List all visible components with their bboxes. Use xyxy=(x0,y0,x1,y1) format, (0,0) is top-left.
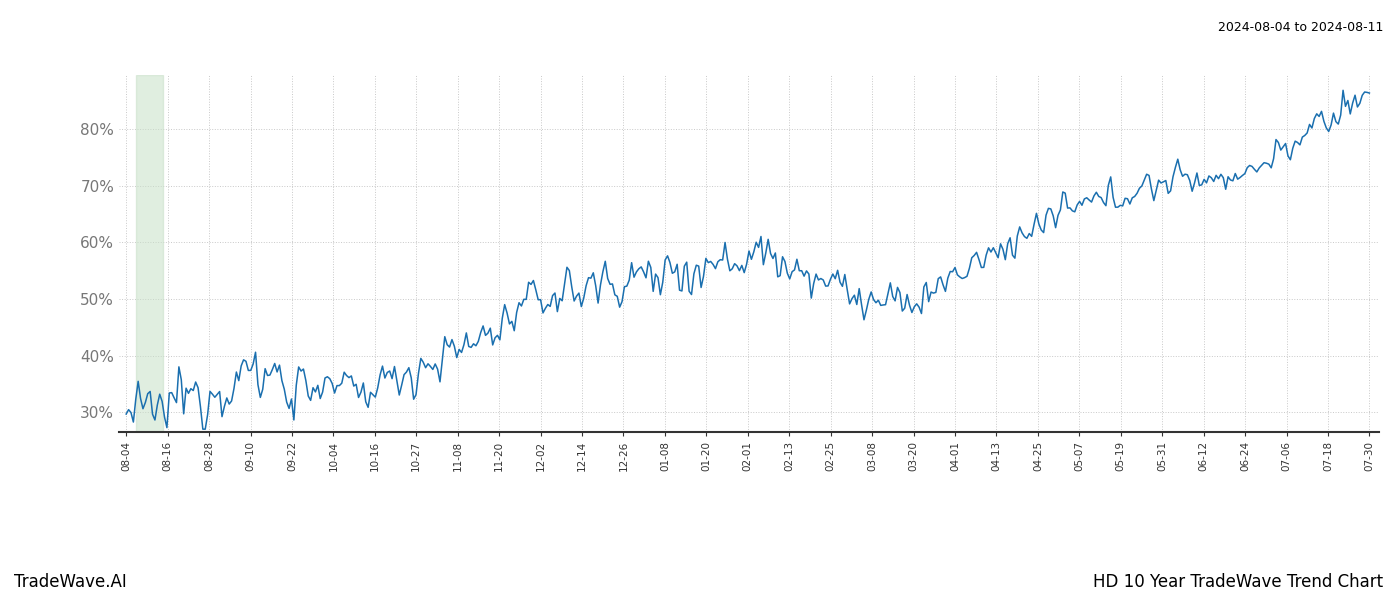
Text: TradeWave.AI: TradeWave.AI xyxy=(14,573,127,591)
Bar xyxy=(136,75,164,432)
Text: HD 10 Year TradeWave Trend Chart: HD 10 Year TradeWave Trend Chart xyxy=(1093,573,1383,591)
Text: 2024-08-04 to 2024-08-11: 2024-08-04 to 2024-08-11 xyxy=(1218,21,1383,34)
